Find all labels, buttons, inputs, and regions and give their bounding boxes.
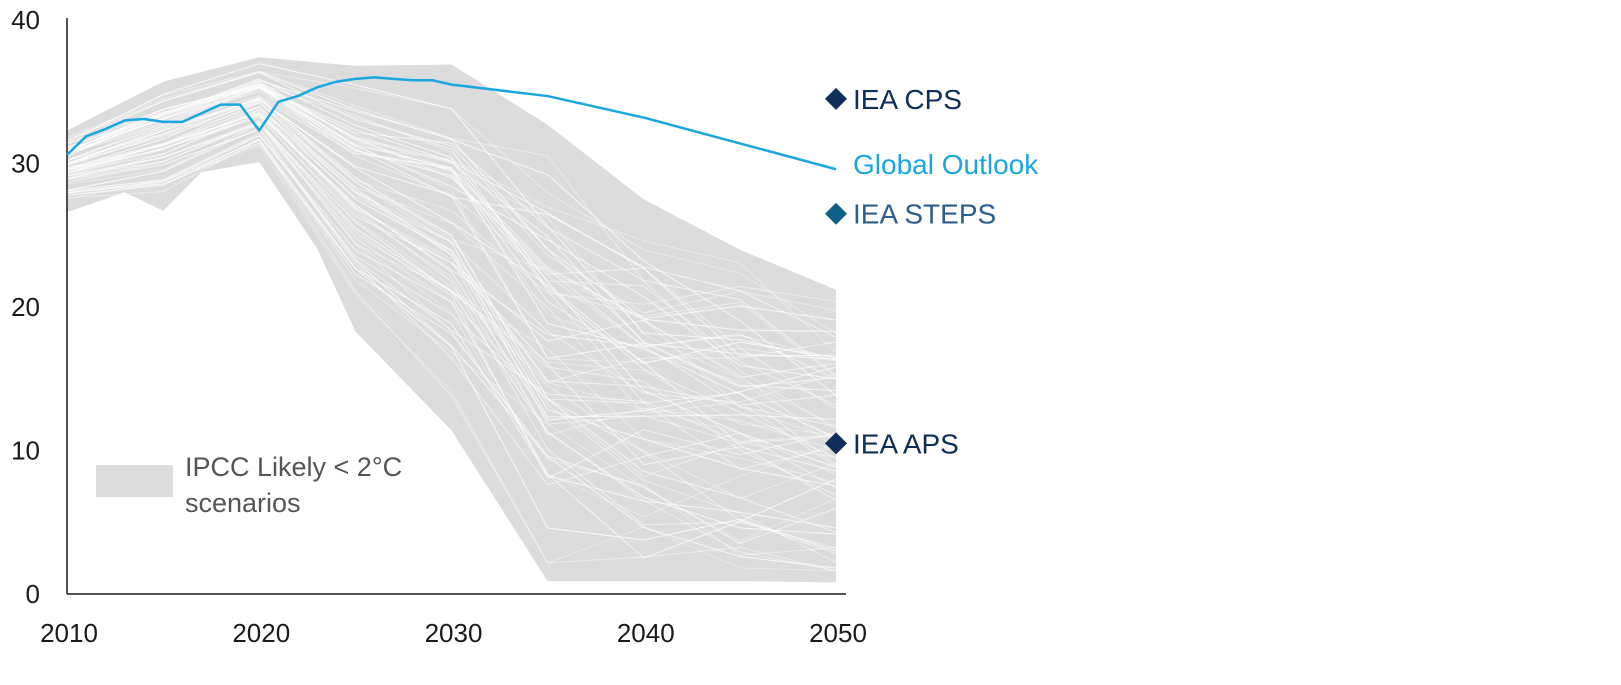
scenario-line — [66, 98, 837, 533]
iea-markers: IEA CPS IEA STEPS IEA APS — [825, 84, 996, 459]
scenario-line — [66, 129, 837, 489]
scenario-line — [66, 113, 837, 380]
scenario-line — [66, 101, 837, 305]
x-tick-label: 2020 — [232, 618, 290, 648]
y-tick-label: 10 — [11, 436, 40, 466]
scenario-line — [66, 116, 837, 378]
legend-label-line2: scenarios — [185, 488, 301, 518]
scenario-line — [66, 99, 837, 364]
y-tick-label: 40 — [11, 5, 40, 35]
global-outlook-label: Global Outlook — [853, 149, 1039, 180]
scenario-lines — [66, 63, 837, 572]
scenario-line — [66, 120, 837, 483]
scenario-line — [66, 112, 837, 572]
scenario-line — [66, 88, 837, 338]
scenario-line — [66, 115, 837, 475]
scenario-line — [66, 120, 837, 499]
x-tick-labels: 2010 2020 2030 2040 2050 — [40, 618, 867, 648]
iea-aps-label: IEA APS — [853, 428, 959, 459]
scenario-line — [66, 123, 837, 480]
scenario-line — [66, 83, 837, 466]
iea-cps-label: IEA CPS — [853, 84, 962, 115]
iea-steps-marker — [825, 202, 847, 225]
scenario-line — [66, 99, 837, 360]
x-tick-label: 2010 — [40, 618, 98, 648]
scenario-line — [66, 85, 837, 439]
scenario-line — [66, 135, 837, 559]
scenario-line — [66, 78, 837, 468]
band-area — [67, 57, 836, 583]
x-tick-label: 2050 — [809, 618, 867, 648]
global-outlook-line — [66, 76, 837, 171]
scenario-line — [66, 123, 837, 535]
x-tick-label: 2030 — [425, 618, 483, 648]
scenario-line — [66, 123, 837, 478]
scenario-line — [66, 63, 837, 361]
scenario-line — [66, 87, 837, 353]
scenario-line — [66, 109, 837, 549]
scenario-line — [66, 121, 837, 556]
scenario-line — [66, 86, 837, 380]
y-tick-labels: 0 10 20 30 40 — [11, 5, 40, 609]
scenario-line — [66, 84, 837, 427]
scenario-line — [66, 80, 837, 321]
scenario-line — [66, 84, 837, 379]
scenario-line — [66, 127, 837, 569]
scenario-line — [66, 139, 837, 572]
scenario-line — [66, 124, 837, 518]
ipcc-scenario-band — [67, 57, 836, 583]
series: Global Outlook — [66, 76, 1039, 180]
scenario-line — [66, 139, 837, 544]
axes — [66, 18, 846, 595]
scenario-line — [66, 109, 837, 406]
x-tick-label: 2040 — [617, 618, 675, 648]
legend: IPCC Likely < 2°C scenarios — [96, 452, 402, 518]
iea-cps-marker — [825, 87, 847, 110]
scenario-line — [66, 87, 837, 459]
scenario-line — [66, 142, 837, 552]
y-tick-label: 20 — [11, 292, 40, 322]
legend-swatch — [96, 465, 173, 497]
scenario-line — [66, 86, 837, 376]
legend-label-line1: IPCC Likely < 2°C — [185, 452, 402, 482]
scenario-line — [66, 106, 837, 487]
y-tick-label: 30 — [11, 149, 40, 179]
scenario-line — [66, 86, 837, 441]
scenario-line — [66, 134, 837, 470]
y-tick-label: 0 — [26, 579, 40, 609]
scenario-line — [66, 139, 837, 542]
scenario-line — [66, 70, 837, 430]
scenario-line — [66, 102, 837, 420]
iea-steps-label: IEA STEPS — [853, 199, 996, 230]
scenario-line — [66, 145, 837, 572]
scenario-line — [66, 81, 837, 427]
scenario-line — [66, 71, 837, 392]
iea-aps-marker — [825, 432, 847, 455]
